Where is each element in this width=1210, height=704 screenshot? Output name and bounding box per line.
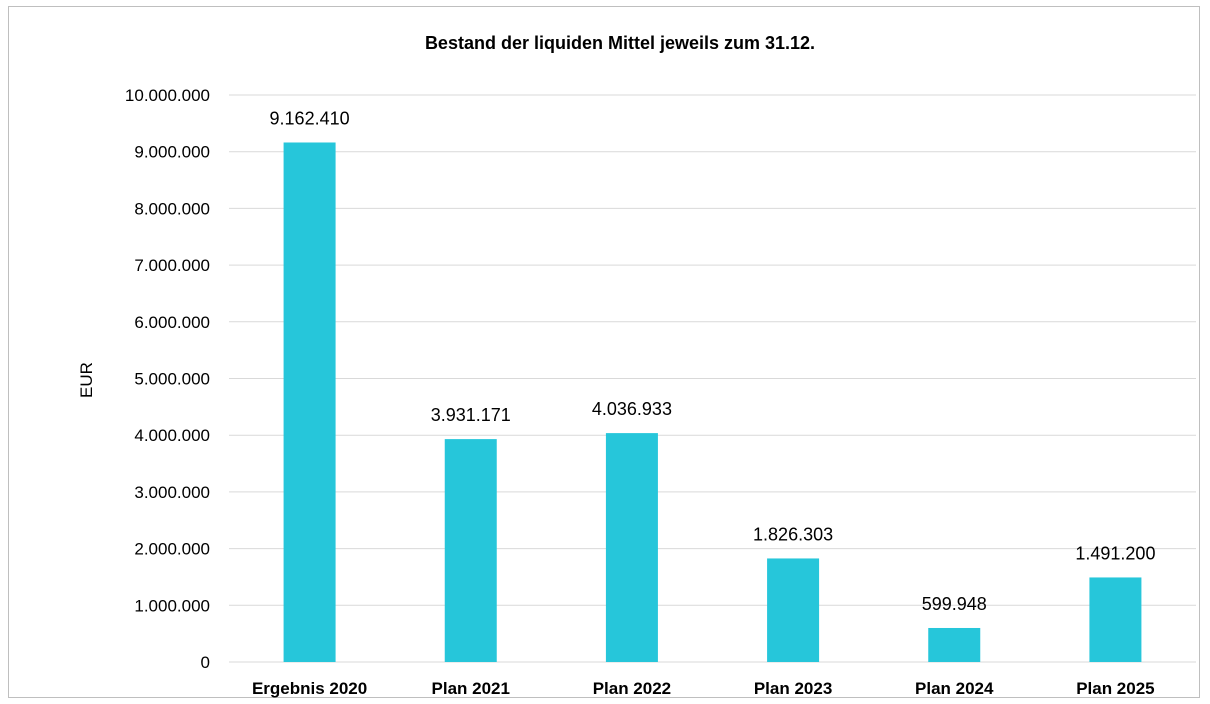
y-tick-label: 4.000.000 xyxy=(134,426,210,445)
x-tick-label: Plan 2021 xyxy=(432,679,510,698)
data-label: 4.036.933 xyxy=(592,399,672,419)
y-tick-label: 10.000.000 xyxy=(125,86,210,105)
data-label: 9.162.410 xyxy=(270,108,350,128)
bar xyxy=(767,558,820,662)
y-tick-label: 7.000.000 xyxy=(134,256,210,275)
bar xyxy=(605,433,658,662)
x-tick-label: Plan 2023 xyxy=(754,679,832,698)
data-label: 1.491.200 xyxy=(1075,543,1155,563)
gridlines xyxy=(229,94,1196,663)
data-label: 1.826.303 xyxy=(753,524,833,544)
category-labels: Ergebnis 2020 Plan 2021 Plan 2022 Plan 2023… xyxy=(252,679,1155,698)
y-tick-label: 9.000.000 xyxy=(134,143,210,162)
y-axis-label: EUR xyxy=(77,362,96,398)
y-tick-label: 0 xyxy=(201,653,210,672)
data-label: 3.931.171 xyxy=(431,405,511,425)
y-tick-label: 3.000.000 xyxy=(134,483,210,502)
y-tick-label: 6.000.000 xyxy=(134,313,210,332)
chart-frame xyxy=(8,6,1200,698)
y-tick-labels: 0 1.000.000 2.000.000 3.000.000 4.000.000 5.0… xyxy=(125,86,210,672)
x-tick-label: Plan 2022 xyxy=(593,679,671,698)
bars xyxy=(283,142,1142,663)
x-tick-label: Plan 2024 xyxy=(915,679,994,698)
data-label: 599.948 xyxy=(922,594,987,614)
bar xyxy=(283,142,336,663)
bar xyxy=(928,627,981,662)
y-tick-label: 2.000.000 xyxy=(134,540,210,559)
bar xyxy=(1089,577,1142,662)
y-tick-label: 5.000.000 xyxy=(134,370,210,389)
x-tick-label: Plan 2025 xyxy=(1076,679,1154,698)
bar xyxy=(444,439,497,662)
y-tick-label: 1.000.000 xyxy=(134,596,210,615)
x-tick-label: Ergebnis 2020 xyxy=(252,679,367,698)
y-tick-label: 8.000.000 xyxy=(134,199,210,218)
chart-title: Bestand der liquiden Mittel jeweils zum … xyxy=(425,33,815,53)
data-labels: 9.162.410 3.931.171 4.036.933 1.826.303 599.… xyxy=(270,108,1156,613)
